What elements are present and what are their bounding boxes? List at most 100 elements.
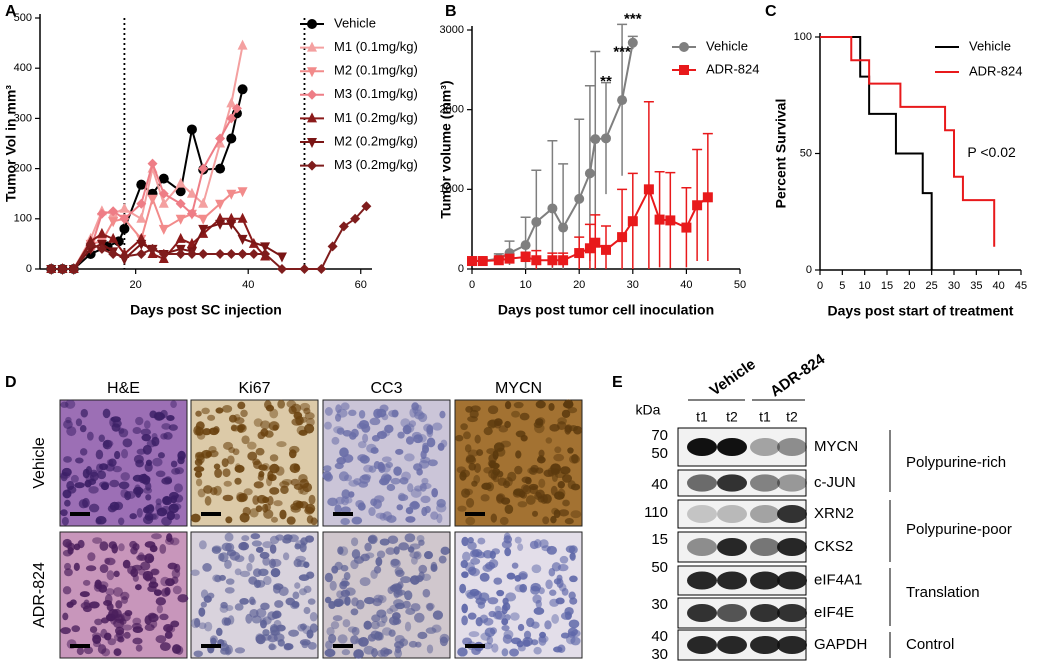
cell	[304, 506, 315, 515]
legend-label: M1 (0.2mg/kg)	[334, 110, 418, 125]
cell	[422, 588, 431, 598]
cell	[533, 646, 542, 655]
marker	[108, 232, 119, 243]
cell	[270, 516, 278, 523]
cell	[557, 488, 566, 498]
cell	[298, 574, 310, 582]
cell	[144, 615, 152, 625]
cell	[171, 568, 181, 579]
cell	[349, 432, 357, 440]
cell	[340, 402, 350, 411]
cell	[79, 448, 88, 456]
marker	[136, 212, 147, 223]
cell	[554, 446, 562, 454]
cell	[118, 543, 125, 552]
panel-label: C	[765, 3, 777, 20]
cell	[569, 575, 578, 583]
legend-marker	[307, 67, 317, 78]
cell	[432, 422, 443, 431]
cell	[234, 647, 246, 654]
cell	[242, 506, 251, 516]
cell	[161, 477, 173, 485]
band	[750, 538, 780, 556]
cell	[246, 562, 253, 572]
cell	[258, 464, 268, 471]
cell	[269, 487, 280, 495]
cell	[486, 636, 494, 645]
marker	[175, 198, 186, 209]
cell	[267, 634, 278, 643]
cell	[514, 575, 522, 582]
cell	[173, 513, 181, 520]
cell	[337, 634, 348, 644]
marker	[226, 219, 237, 230]
cell	[549, 423, 560, 432]
cell	[385, 461, 394, 469]
cell	[493, 577, 503, 585]
marker	[260, 248, 271, 259]
column-header: Ki67	[238, 380, 270, 397]
legend-label: Vehicle	[969, 38, 1011, 53]
cell	[283, 643, 292, 651]
cell	[234, 568, 242, 576]
cell	[542, 516, 550, 525]
cell	[193, 650, 203, 658]
y-tick-label: 3000	[440, 24, 464, 36]
cell	[290, 478, 300, 486]
cell	[388, 629, 396, 637]
cell	[263, 575, 272, 586]
cell	[519, 412, 530, 421]
cell	[549, 598, 560, 607]
cell	[269, 463, 280, 474]
cell	[190, 513, 201, 523]
error-bar	[558, 163, 569, 269]
scale-bar	[465, 512, 485, 516]
cell	[309, 611, 318, 622]
marker	[627, 37, 638, 48]
cell	[570, 629, 581, 638]
cell	[265, 404, 275, 412]
cell	[88, 486, 99, 494]
cell	[515, 450, 522, 459]
cell	[340, 506, 351, 514]
cell	[302, 482, 313, 493]
cell	[482, 642, 493, 650]
cell	[274, 600, 284, 608]
cell	[79, 424, 87, 433]
histology-image	[322, 399, 451, 527]
cell	[386, 483, 396, 492]
marker	[158, 197, 169, 208]
cell	[298, 501, 309, 509]
legend-marker	[679, 42, 689, 52]
cell	[362, 433, 369, 443]
marker	[158, 173, 169, 184]
cell	[116, 629, 125, 639]
cell	[511, 562, 519, 569]
cell	[234, 464, 245, 473]
cell	[99, 541, 109, 551]
cell	[294, 540, 306, 549]
cell	[220, 601, 228, 609]
cell	[85, 474, 95, 483]
cell	[465, 516, 476, 526]
marker	[46, 264, 57, 274]
cell	[204, 621, 213, 632]
protein-label: MYCN	[814, 438, 858, 455]
marker	[681, 222, 692, 233]
cell	[462, 551, 471, 562]
cell	[88, 503, 100, 513]
cell	[238, 542, 250, 551]
cell	[172, 585, 182, 595]
y-axis-label: Tumor volume (mm³)	[438, 80, 454, 218]
y-tick-label: 2000	[440, 104, 464, 116]
band	[750, 604, 780, 622]
cell	[325, 640, 333, 650]
cell	[61, 467, 72, 477]
cell	[469, 588, 480, 597]
cell	[262, 503, 269, 513]
series-line	[51, 89, 244, 270]
marker	[558, 222, 569, 233]
marker	[574, 248, 585, 259]
marker	[215, 219, 226, 230]
marker	[692, 200, 703, 211]
